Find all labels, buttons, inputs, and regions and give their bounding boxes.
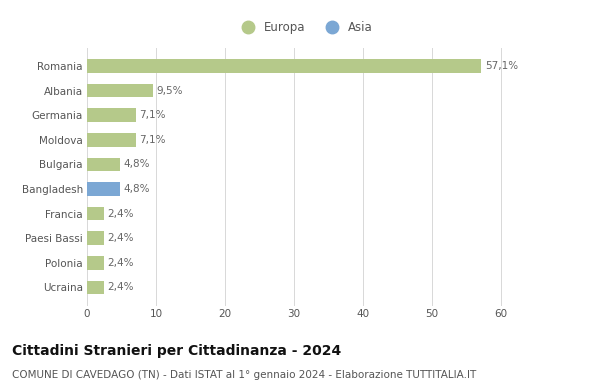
Text: 4,8%: 4,8% (124, 184, 150, 194)
Text: 2,4%: 2,4% (107, 209, 134, 218)
Legend: Europa, Asia: Europa, Asia (232, 17, 377, 37)
Text: 2,4%: 2,4% (107, 282, 134, 292)
Bar (87, 231, 104, 245)
Bar (87, 182, 120, 196)
Text: 2,4%: 2,4% (107, 258, 134, 268)
Bar (87, 256, 104, 269)
Bar (87, 59, 481, 73)
Bar (87, 108, 136, 122)
Text: 2,4%: 2,4% (107, 233, 134, 243)
Text: Cittadini Stranieri per Cittadinanza - 2024: Cittadini Stranieri per Cittadinanza - 2… (12, 344, 341, 358)
Text: 57,1%: 57,1% (485, 61, 518, 71)
Text: 7,1%: 7,1% (139, 135, 166, 145)
Text: 4,8%: 4,8% (124, 159, 150, 169)
Bar (87, 158, 120, 171)
Bar (87, 133, 136, 147)
Bar (87, 84, 152, 97)
Text: 9,5%: 9,5% (156, 86, 182, 96)
Bar (87, 207, 104, 220)
Bar (87, 280, 104, 294)
Text: COMUNE DI CAVEDAGO (TN) - Dati ISTAT al 1° gennaio 2024 - Elaborazione TUTTITALI: COMUNE DI CAVEDAGO (TN) - Dati ISTAT al … (12, 370, 476, 380)
Text: 7,1%: 7,1% (139, 110, 166, 120)
